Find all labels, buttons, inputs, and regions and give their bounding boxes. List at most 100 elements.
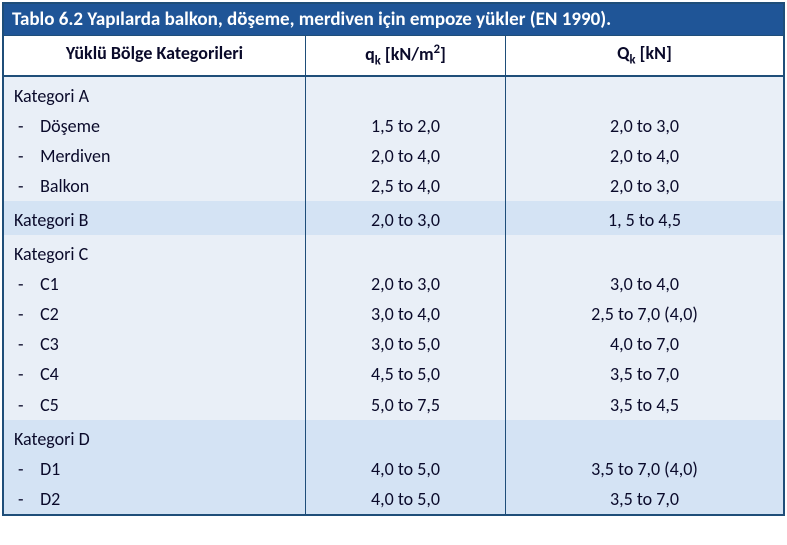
sub-item-label: C4 <box>40 363 59 385</box>
category-cell: Kategori D <box>4 420 306 454</box>
sub-item-label: D1 <box>40 458 60 480</box>
table-row: Kategori D <box>4 420 783 454</box>
table-row: - Merdiven 2,0 to 4,02,0 to 4,0 <box>4 141 783 171</box>
header-qk-unit-close: ] <box>440 43 446 65</box>
qk-cell: 2,0 to 3,0 <box>306 201 506 235</box>
category-cell: - Döşeme <box>4 111 306 141</box>
table-row: Kategori C <box>4 235 783 269</box>
sub-item-label: C5 <box>40 394 59 416</box>
dash-icon: - <box>18 331 36 357</box>
sub-item-label: C1 <box>40 273 59 295</box>
qk-cell: 2,0 to 4,0 <box>306 141 506 171</box>
sub-item: - C5 <box>12 394 59 416</box>
dash-icon: - <box>18 173 36 199</box>
table-body: Kategori A- Döşeme1,5 to 2,02,0 to 3,0- … <box>4 77 783 514</box>
Qk-cell: 2,0 to 3,0 <box>506 111 783 141</box>
qk-cell: 1,5 to 2,0 <box>306 111 506 141</box>
dash-icon: - <box>18 301 36 327</box>
qk-cell: 2,0 to 3,0 <box>306 269 506 299</box>
header-Qk: Qk [kN] <box>506 36 783 75</box>
Qk-cell: 2,0 to 3,0 <box>506 171 783 201</box>
qk-cell: 3,0 to 5,0 <box>306 329 506 359</box>
dash-icon: - <box>18 392 36 418</box>
category-cell: - C2 <box>4 299 306 329</box>
table-row: - D1 4,0 to 5,03,5 to 7,0 (4,0) <box>4 454 783 484</box>
dash-icon: - <box>18 456 36 482</box>
table-row: Kategori A <box>4 77 783 111</box>
sub-item: - D1 <box>12 458 60 480</box>
category-cell: - Balkon <box>4 171 306 201</box>
dash-icon: - <box>18 361 36 387</box>
category-label: Kategori A <box>12 85 89 107</box>
table-row: - C5 5,0 to 7,53,5 to 4,5 <box>4 390 783 420</box>
Qk-cell <box>506 235 783 269</box>
Qk-cell: 2,5 to 7,0 (4,0) <box>506 299 783 329</box>
Qk-cell: 3,5 to 7,0 <box>506 484 783 514</box>
category-label: Kategori B <box>12 209 88 231</box>
Qk-cell: 2,0 to 4,0 <box>506 141 783 171</box>
sub-item: - C3 <box>12 333 59 355</box>
qk-cell: 4,0 to 5,0 <box>306 454 506 484</box>
table-row: - C2 3,0 to 4,02,5 to 7,0 (4,0) <box>4 299 783 329</box>
category-cell: Kategori B <box>4 201 306 235</box>
table-row: - Balkon 2,5 to 4,02,0 to 3,0 <box>4 171 783 201</box>
header-Qk-symbol: Q <box>617 42 629 64</box>
category-label: Kategori D <box>12 428 90 450</box>
Qk-cell: 4,0 to 7,0 <box>506 329 783 359</box>
table-row: - D2 4,0 to 5,03,5 to 7,0 <box>4 484 783 514</box>
Qk-cell: 3,5 to 7,0 (4,0) <box>506 454 783 484</box>
sub-item: - D2 <box>12 488 60 510</box>
category-cell: - C3 <box>4 329 306 359</box>
qk-cell <box>306 77 506 111</box>
dash-icon: - <box>18 143 36 169</box>
sub-item: - Döşeme <box>12 115 100 137</box>
qk-cell: 3,0 to 4,0 <box>306 299 506 329</box>
sub-item: - Merdiven <box>12 145 110 167</box>
sub-item: - C4 <box>12 363 59 385</box>
qk-cell: 4,0 to 5,0 <box>306 484 506 514</box>
category-cell: - D1 <box>4 454 306 484</box>
header-qk: qk [kN/m2] <box>306 36 506 75</box>
dash-icon: - <box>18 271 36 297</box>
header-qk-symbol: q <box>365 43 375 65</box>
qk-cell <box>306 235 506 269</box>
header-categories: Yüklü Bölge Kategorileri <box>4 36 306 75</box>
sub-item-label: Balkon <box>40 175 89 197</box>
table-row: - C3 3,0 to 5,04,0 to 7,0 <box>4 329 783 359</box>
load-table: Tablo 6.2 Yapılarda balkon, döşeme, merd… <box>2 2 785 516</box>
category-cell: - C1 <box>4 269 306 299</box>
sub-item-label: D2 <box>40 488 60 510</box>
qk-cell <box>306 420 506 454</box>
category-cell: - C5 <box>4 390 306 420</box>
table-row: - C4 4,5 to 5,03,5 to 7,0 <box>4 359 783 389</box>
sub-item-label: Merdiven <box>40 145 110 167</box>
category-cell: - Merdiven <box>4 141 306 171</box>
Qk-cell <box>506 77 783 111</box>
category-cell: - C4 <box>4 359 306 389</box>
sub-item-label: Döşeme <box>40 115 100 137</box>
table-row: Kategori B2,0 to 3,01, 5 to 4,5 <box>4 201 783 235</box>
sub-item-label: C3 <box>40 333 59 355</box>
Qk-cell <box>506 420 783 454</box>
qk-cell: 2,5 to 4,0 <box>306 171 506 201</box>
qk-cell: 5,0 to 7,5 <box>306 390 506 420</box>
table-row: - C1 2,0 to 3,03,0 to 4,0 <box>4 269 783 299</box>
dash-icon: - <box>18 113 36 139</box>
category-cell: Kategori A <box>4 77 306 111</box>
Qk-cell: 3,0 to 4,0 <box>506 269 783 299</box>
table-header-row: Yüklü Bölge Kategorileri qk [kN/m2] Qk [… <box>4 36 783 77</box>
category-cell: - D2 <box>4 484 306 514</box>
table-title: Tablo 6.2 Yapılarda balkon, döşeme, merd… <box>4 4 783 36</box>
category-label: Kategori C <box>12 243 88 265</box>
header-Qk-unit: [kN] <box>636 42 672 64</box>
qk-cell: 4,5 to 5,0 <box>306 359 506 389</box>
sub-item: - C1 <box>12 273 59 295</box>
category-cell: Kategori C <box>4 235 306 269</box>
Qk-cell: 3,5 to 4,5 <box>506 390 783 420</box>
sub-item: - Balkon <box>12 175 89 197</box>
table-row: - Döşeme 1,5 to 2,02,0 to 3,0 <box>4 111 783 141</box>
sub-item: - C2 <box>12 303 59 325</box>
Qk-cell: 3,5 to 7,0 <box>506 359 783 389</box>
header-qk-unit-open: [kN/m <box>381 43 434 65</box>
sub-item-label: C2 <box>40 303 59 325</box>
